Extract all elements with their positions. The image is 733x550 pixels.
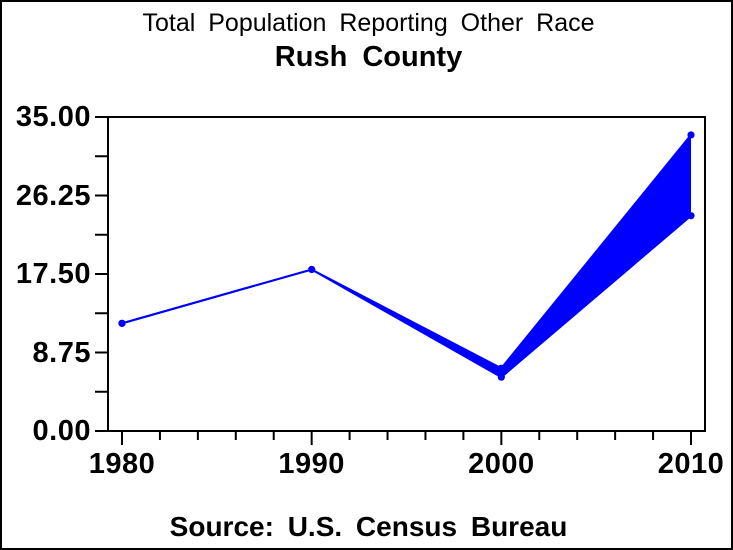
x-tick-label: 2000 <box>468 448 535 480</box>
y-tick-label: 26.25 <box>15 179 91 212</box>
x-tick-label: 1980 <box>88 448 156 480</box>
data-point-marker <box>118 319 126 327</box>
data-point-marker <box>687 131 695 139</box>
data-point-marker <box>687 212 695 220</box>
x-tick-label: 1990 <box>278 448 345 480</box>
lower_bound_line <box>121 214 692 379</box>
y-tick-label: 0.00 <box>32 415 91 447</box>
y-tick-label: 35.00 <box>15 101 91 133</box>
data-point-marker <box>497 373 505 381</box>
data-point-marker <box>308 265 316 274</box>
y-tick-label: 17.50 <box>15 258 91 290</box>
chart-subtitle: Rush County <box>274 41 463 73</box>
source-note: Source: U.S. Census Bureau <box>169 511 568 542</box>
band-fill <box>122 134 691 378</box>
chart-title: Total Population Reporting Other Race <box>142 9 595 37</box>
y-tick-label: 8.75 <box>32 336 91 369</box>
data-point-marker <box>497 364 505 372</box>
x-tick-label: 2010 <box>657 448 725 480</box>
